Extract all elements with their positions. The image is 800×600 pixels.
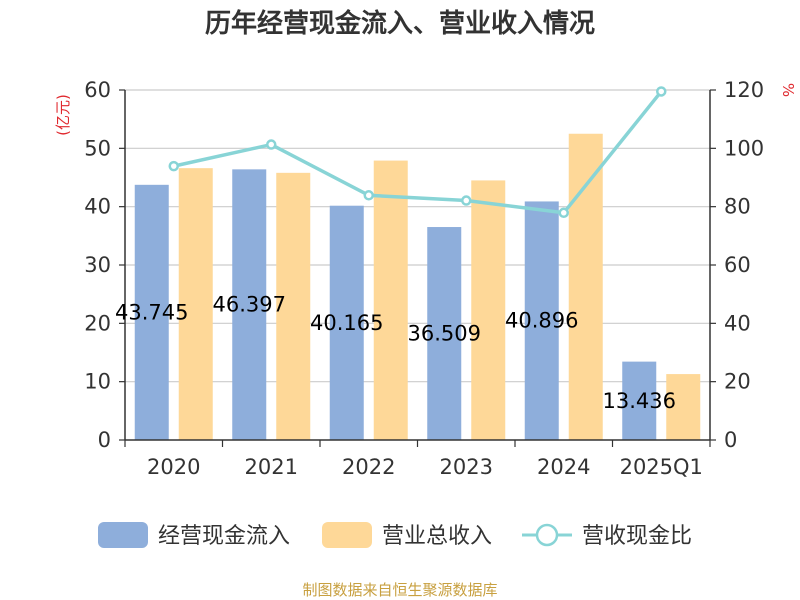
legend: 经营现金流入 营业总收入 营收现金比 (98, 522, 692, 549)
line-point (656, 86, 667, 97)
bar (666, 374, 701, 440)
y-right-tick-label: 40 (724, 311, 751, 335)
line-point (266, 139, 277, 150)
y-left-tick-label: 0 (98, 428, 111, 452)
x-tick-label: 2023 (440, 455, 493, 479)
axes: 0 10 20 30 40 50 60 0 20 40 60 80 100 120 2020 2021 2022… (84, 78, 764, 479)
y-right-tick-label: 120 (724, 78, 764, 102)
grid-lines (125, 89, 710, 383)
y-right-tick-label: 100 (724, 136, 764, 160)
y-left-tick-label: 40 (84, 195, 111, 219)
y-left-tick-label: 30 (84, 253, 111, 277)
bar (373, 160, 408, 441)
data-label: 43.745 (115, 300, 188, 324)
bar (134, 184, 169, 440)
data-label: 36.509 (408, 322, 481, 346)
y-right-tick-label: 20 (724, 370, 751, 394)
data-label: 40.165 (310, 311, 383, 335)
y-left-tick-label: 60 (84, 78, 111, 102)
source-note: 制图数据来自恒生聚源数据库 (302, 581, 497, 599)
y-right-tick-label: 0 (724, 428, 737, 452)
legend-label: 经营现金流入 (158, 524, 290, 549)
line-point (558, 207, 569, 219)
bar (427, 227, 462, 440)
bar (471, 180, 506, 440)
data-label: 46.397 (213, 293, 286, 317)
bar (524, 201, 559, 440)
legend-swatch-marker (535, 523, 559, 547)
line-point (363, 190, 374, 201)
y-left-tick-label: 20 (84, 311, 111, 335)
x-tick-label: 2022 (342, 455, 395, 479)
bar (568, 133, 603, 440)
y-right-unit: % (779, 83, 797, 97)
line-series (173, 90, 663, 215)
x-tick-label: 2025Q1 (620, 455, 703, 479)
chart-title: 历年经营现金流入、营业收入情况 (205, 8, 595, 39)
legend-swatch (322, 522, 372, 548)
line-point (168, 160, 179, 172)
y-right-tick-label: 80 (724, 195, 751, 219)
y-left-tick-label: 50 (84, 136, 111, 160)
data-labels: 43.745 46.397 40.165 36.509 40.896 13.436 (115, 293, 676, 413)
bar (329, 205, 364, 440)
x-tick-label: 2021 (245, 455, 298, 479)
x-tick-label: 2020 (147, 455, 200, 479)
bar (622, 361, 657, 440)
y-left-tick-label: 10 (84, 370, 111, 394)
line-point (461, 195, 472, 206)
bar (232, 169, 267, 440)
y-left-unit: (亿元) (54, 94, 72, 136)
bar (276, 172, 311, 441)
data-label: 13.436 (603, 389, 676, 413)
y-right-tick-label: 60 (724, 253, 751, 277)
legend-swatch (98, 522, 148, 548)
legend-label: 营业总收入 (382, 524, 492, 549)
legend-label: 营收现金比 (582, 524, 692, 549)
bar (178, 168, 213, 440)
ratio-line (168, 86, 667, 219)
x-tick-label: 2024 (537, 455, 590, 479)
data-label: 40.896 (505, 309, 578, 333)
bars (134, 133, 701, 441)
